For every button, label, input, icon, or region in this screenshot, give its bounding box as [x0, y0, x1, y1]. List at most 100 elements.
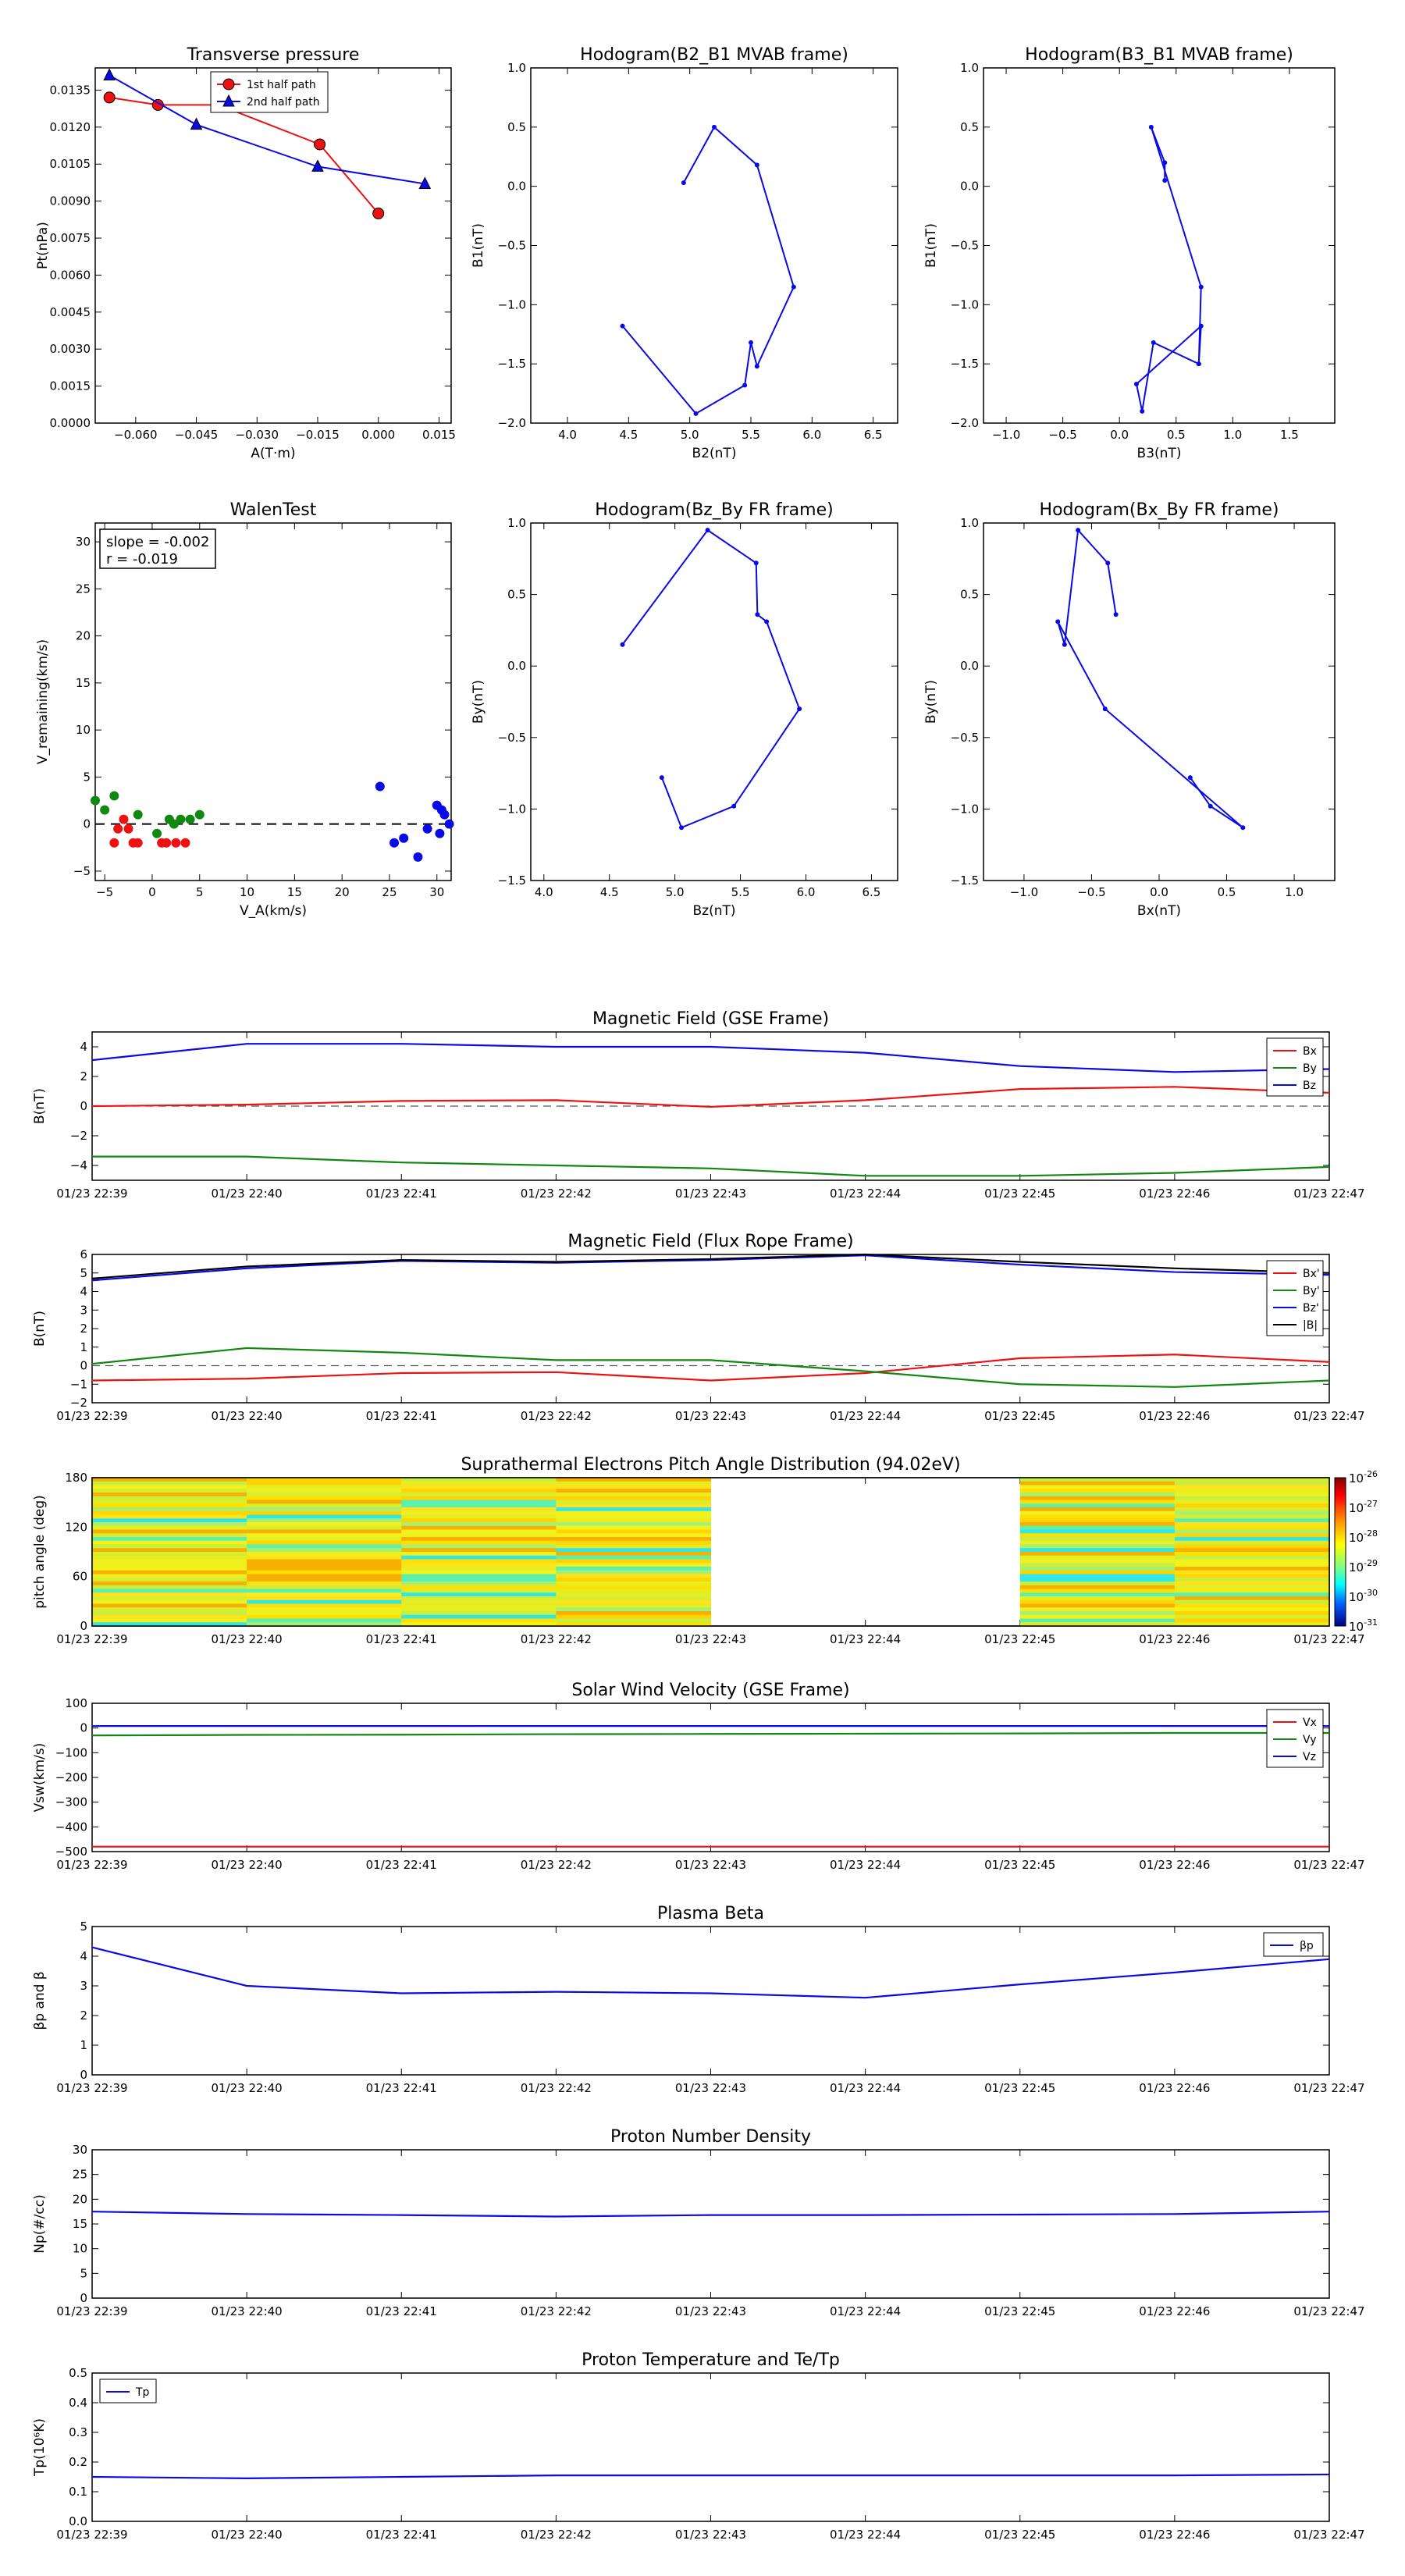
- pitch-angle-distribution-cell: [401, 1481, 557, 1485]
- proton-number-density-xtick-label: 01/23 22:45: [984, 2304, 1055, 2318]
- walen-test-point: [119, 814, 129, 824]
- pitch-angle-distribution-cell: [247, 1496, 402, 1500]
- magnetic-field-flux-rope: Magnetic Field (Flux Rope Frame) −2 −1 0 1 2 3…: [32, 1232, 1365, 1423]
- pitch-angle-distribution-cell: [1174, 1618, 1330, 1623]
- magnetic-field-flux-rope-legend-label: Bx': [1303, 1268, 1320, 1280]
- pitch-angle-distribution-cell: [1174, 1585, 1330, 1589]
- pitch-angle-distribution-cell: [247, 1607, 402, 1612]
- walen-test-point: [162, 838, 172, 848]
- plasma-beta-ytick-label: 4: [80, 1949, 87, 1963]
- pitch-angle-distribution-cell: [1174, 1599, 1330, 1604]
- transverse-pressure-xlabel: A(T·m): [251, 446, 295, 461]
- hodogram-b2-b1-point: [742, 382, 748, 388]
- walen-test-ytick-label: 20: [76, 629, 91, 643]
- transverse-pressure-ytick-label: 0.0090: [50, 194, 91, 208]
- pitch-angle-distribution-cell: [1019, 1481, 1176, 1485]
- proton-number-density-ytick-label: 5: [80, 2266, 87, 2280]
- hodogram-bx-by-point: [1105, 560, 1111, 566]
- pitch-angle-distribution-cell: [556, 1614, 711, 1619]
- pitch-angle-distribution-cell: [401, 1537, 557, 1542]
- pitch-angle-distribution-cell: [556, 1489, 711, 1493]
- pitch-angle-distribution-cell: [92, 1514, 247, 1519]
- magnetic-field-flux-rope-xtick-label: 01/23 22:39: [56, 1409, 127, 1423]
- plasma-beta-xtick-label: 01/23 22:41: [366, 2081, 437, 2095]
- hodogram-b3-b1-xtick-label: 0.5: [1167, 428, 1186, 442]
- pitch-angle-distribution-cell: [92, 1529, 247, 1534]
- plasma-beta-ytick-label: 1: [80, 2038, 87, 2052]
- hodogram-b3-b1-ytick-label: −1.5: [951, 357, 979, 371]
- hodogram-b3-b1-point: [1162, 178, 1168, 183]
- magnetic-field-flux-rope-ytick-label: −1: [70, 1377, 87, 1391]
- hodogram-bz-by-ytick-label: −1.0: [498, 802, 526, 816]
- pitch-angle-distribution-cell: [401, 1485, 557, 1489]
- pitch-angle-distribution-cell: [92, 1596, 247, 1601]
- hodogram-b3-b1-xtick-label: −1.0: [992, 428, 1020, 442]
- magnetic-field-flux-rope-ytick-label: 1: [80, 1340, 87, 1354]
- pitch-angle-distribution-cell: [92, 1485, 247, 1489]
- transverse-pressure-xtick-label: −0.060: [114, 428, 158, 442]
- solar-wind-velocity-xtick-label: 01/23 22:47: [1293, 1858, 1364, 1872]
- proton-temperature-xtick-label: 01/23 22:46: [1139, 2528, 1210, 2542]
- pitch-angle-distribution-cell: [92, 1559, 247, 1564]
- transverse-pressure-xtick-label: 0.000: [361, 428, 395, 442]
- pitch-angle-distribution-cell: [1019, 1540, 1176, 1545]
- magnetic-field-gse-xtick-label: 01/23 22:40: [212, 1187, 283, 1201]
- pitch-angle-distribution-cell: [556, 1525, 711, 1530]
- magnetic-field-gse-xtick-label: 01/23 22:45: [984, 1187, 1055, 1201]
- hodogram-bx-by-ytick-label: 1.0: [960, 516, 979, 530]
- hodogram-bx-by-xlabel: Bx(nT): [1137, 903, 1181, 919]
- walen-test-point: [185, 814, 195, 824]
- magnetic-field-gse-ytick-label: −2: [70, 1129, 87, 1143]
- pitch-angle-distribution-colorbar: [1334, 1477, 1346, 1627]
- pitch-angle-distribution-cell: [556, 1540, 711, 1545]
- plasma-beta-xtick-label: 01/23 22:46: [1139, 2081, 1210, 2095]
- pitch-angle-distribution-cell: [92, 1563, 247, 1567]
- pitch-angle-distribution-cell: [1019, 1485, 1176, 1489]
- pitch-angle-distribution-cell: [1019, 1611, 1176, 1616]
- solar-wind-velocity-ytick-label: 0: [80, 1721, 87, 1735]
- pitch-angle-distribution-cell: [556, 1552, 711, 1557]
- hodogram-bz-by-ytick-label: 0.0: [507, 659, 526, 673]
- pitch-angle-distribution-cell: [401, 1552, 557, 1557]
- hodogram-bz-by: Hodogram(Bz_By FR frame) −1.5 −1.0 −0.5 0.0 0…: [471, 500, 898, 919]
- magnetic-field-flux-rope-xtick-label: 01/23 22:46: [1139, 1409, 1210, 1423]
- pitch-angle-distribution-cell: [247, 1596, 402, 1601]
- hodogram-b2-b1-xtick-label: 5.5: [742, 428, 760, 442]
- hodogram-bx-by-series-line: [1057, 528, 1243, 829]
- transverse-pressure-ytick-label: 0.0075: [50, 231, 91, 245]
- proton-number-density-xtick-label: 01/23 22:40: [212, 2304, 283, 2318]
- pitch-angle-distribution-cell: [401, 1599, 557, 1604]
- proton-temperature-xtick-label: 01/23 22:42: [521, 2528, 592, 2542]
- pitch-angle-distribution-cell: [1019, 1500, 1176, 1504]
- walen-test-point: [413, 852, 423, 862]
- pitch-angle-distribution-cell: [92, 1537, 247, 1542]
- pitch-angle-distribution-cell: [401, 1496, 557, 1500]
- pitch-angle-distribution-cell: [401, 1596, 557, 1601]
- pitch-angle-distribution-xtick-label: 01/23 22:39: [56, 1632, 127, 1646]
- walen-test-xtick-label: 30: [429, 885, 444, 899]
- pitch-angle-distribution-cell: [401, 1555, 557, 1560]
- proton-temperature-frame: [91, 2372, 1330, 2522]
- pitch-angle-distribution-cell: [401, 1503, 557, 1508]
- pitch-angle-distribution-cell: [556, 1589, 711, 1593]
- proton-temperature-ytick-label: 0.1: [69, 2485, 87, 2499]
- magnetic-field-gse-xtick-label: 01/23 22:44: [830, 1187, 901, 1201]
- pitch-angle-distribution-cell: [247, 1618, 402, 1623]
- hodogram-b2-b1-point: [681, 180, 686, 186]
- pitch-angle-distribution-colorbar-exponent: -27: [1364, 1499, 1378, 1509]
- pitch-angle-distribution-colorbar-label: 10-31: [1349, 1617, 1378, 1634]
- hodogram-bz-by-point: [659, 775, 664, 781]
- pitch-angle-distribution-cell: [1174, 1563, 1330, 1567]
- transverse-pressure-title: Transverse pressure: [187, 45, 360, 65]
- pitch-angle-distribution-cell: [1019, 1478, 1176, 1482]
- walen-test-xtick-label: −5: [96, 885, 113, 899]
- pitch-angle-distribution-cell: [247, 1578, 402, 1582]
- pitch-angle-distribution-cell: [247, 1525, 402, 1530]
- transverse-pressure-legend-marker: [222, 78, 235, 91]
- plasma-beta-legend-label: βp: [1300, 1940, 1314, 1952]
- hodogram-bz-by-xtick-label: 4.0: [535, 885, 553, 899]
- hodogram-b3-b1-point: [1148, 124, 1154, 130]
- solar-wind-velocity-ytick-label: −200: [55, 1770, 87, 1784]
- walen-test-xtick-label: 10: [240, 885, 254, 899]
- hodogram-b2-b1-ytick-label: 0.0: [507, 180, 526, 194]
